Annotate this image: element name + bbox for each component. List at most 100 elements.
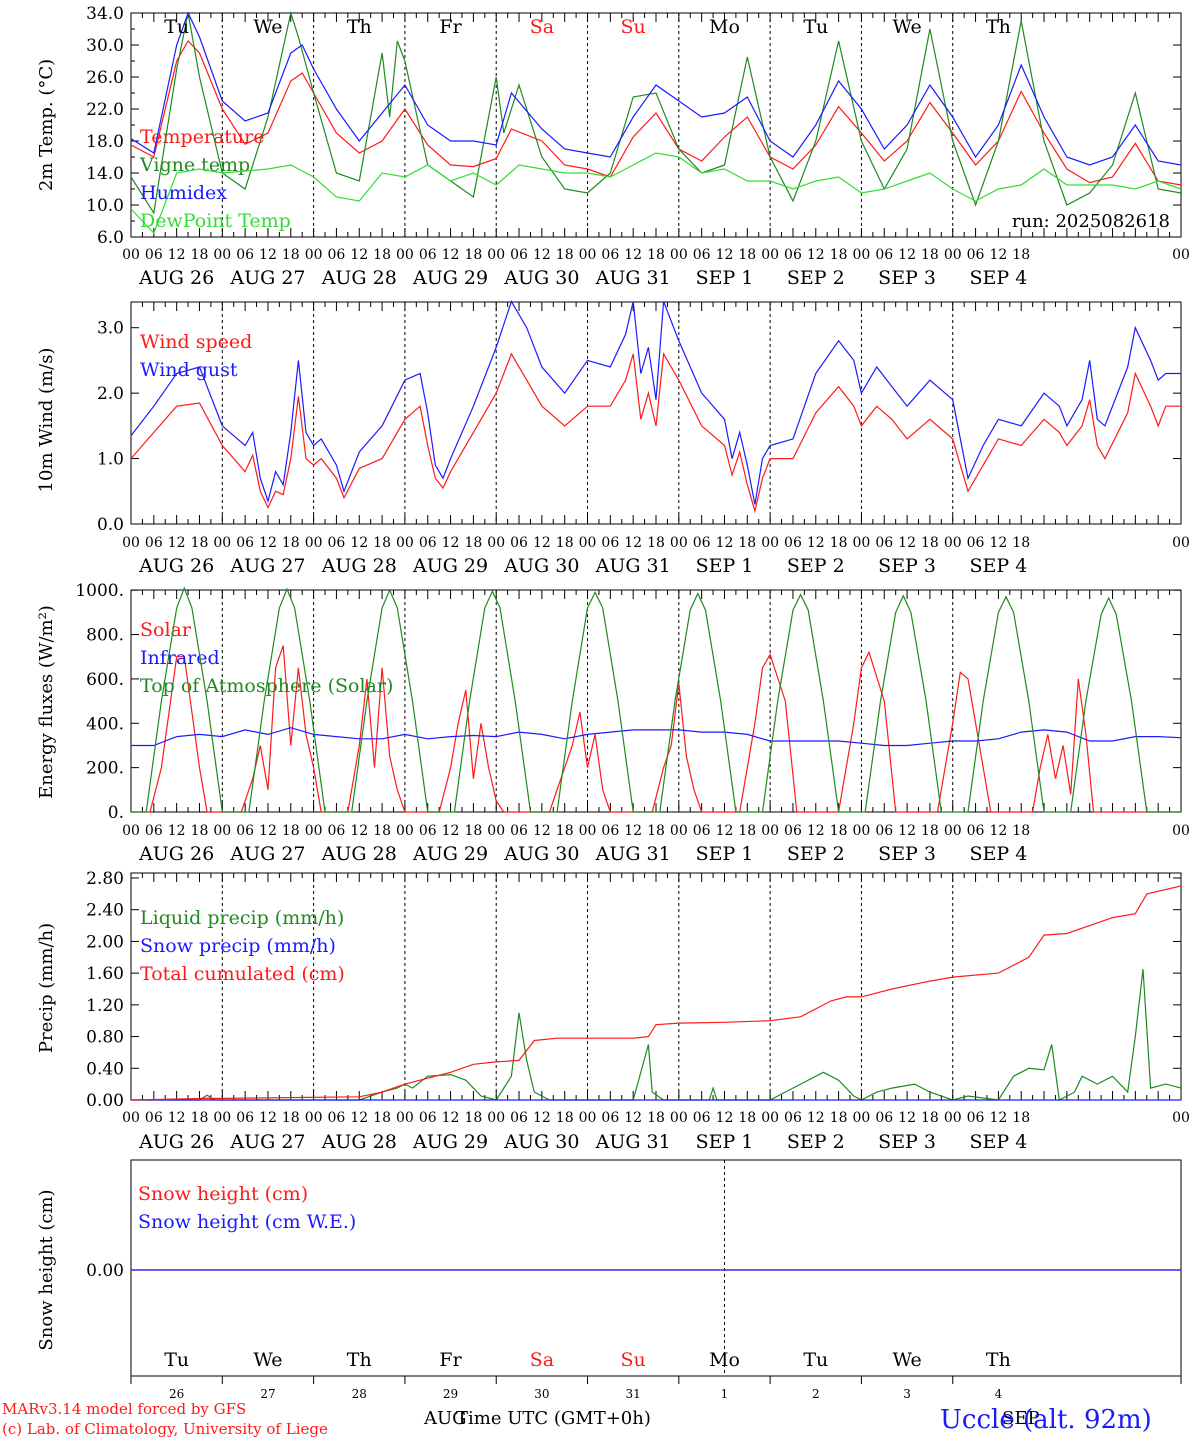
hour-tick-label: 00 [396, 823, 414, 839]
hour-tick-label: 00 [122, 247, 140, 263]
hour-tick-label: 12 [442, 823, 460, 839]
day-name-bottom: Sa [530, 1349, 554, 1371]
hour-tick-label: 00 [213, 535, 231, 551]
hour-tick-label: 06 [328, 823, 346, 839]
series-line-top-of-atmosphere-solar- [131, 586, 1181, 813]
plot-frame [130, 301, 1182, 525]
hour-tick-label: 12 [807, 247, 825, 263]
y-tick-label: 26.0 [86, 68, 124, 88]
day-name-top: Sa [530, 16, 554, 38]
hour-tick-label: 00 [944, 1110, 962, 1126]
y-axis-label: Snow height (cm) [36, 1189, 57, 1350]
hour-tick-label: 12 [624, 1110, 642, 1126]
y-tick-label: 34.0 [86, 4, 124, 24]
y-tick-label: 14.0 [86, 164, 124, 184]
y-tick-label: 2.40 [86, 901, 124, 921]
day-name-top: Tu [803, 16, 828, 38]
hour-tick-label: 18 [464, 1110, 482, 1126]
hour-tick-label: 06 [784, 823, 802, 839]
hour-tick-label: 18 [738, 535, 756, 551]
hour-tick-label: 18 [647, 1110, 665, 1126]
panel-4: 0.00 0.40 0.80 1.20 1.60 2.00 2.40 2.80 Precip (… [36, 869, 1190, 1153]
hour-tick-label: 18 [191, 823, 209, 839]
date-label: AUG 28 [321, 267, 397, 289]
hour-tick-label: 06 [510, 1110, 528, 1126]
date-label: SEP 4 [969, 267, 1027, 289]
day-number-label: 4 [995, 1387, 1003, 1401]
date-label: SEP 2 [787, 555, 845, 577]
hour-tick-label: 18 [373, 1110, 391, 1126]
hour-tick-label: 00 [122, 823, 140, 839]
hour-tick-label: 18 [830, 247, 848, 263]
hour-tick-label: 18 [373, 823, 391, 839]
date-label: AUG 30 [503, 843, 579, 865]
hour-tick-label: 18 [191, 535, 209, 551]
hour-tick-label: 12 [533, 247, 551, 263]
legend-entry: Snow precip (mm/h) [140, 935, 336, 957]
legend-entry: Snow height (cm W.E.) [138, 1211, 356, 1233]
run-annotation: run: 2025082618 [1012, 211, 1170, 232]
hour-tick-label: 06 [784, 1110, 802, 1126]
date-label: AUG 29 [412, 843, 488, 865]
hour-tick-label: 00 [761, 535, 779, 551]
hour-tick-label: 12 [624, 535, 642, 551]
legend-entry: Total cumulated (cm) [140, 963, 345, 985]
date-label: AUG 29 [412, 555, 488, 577]
hour-tick-label: 12 [716, 823, 734, 839]
y-tick-label: 400. [86, 714, 124, 734]
hour-tick-label: 06 [145, 247, 163, 263]
hour-tick-label: 12 [898, 1110, 916, 1126]
hour-tick-label: 06 [967, 823, 985, 839]
legend-entry: Liquid precip (mm/h) [140, 907, 344, 929]
hour-tick-label: 12 [350, 535, 368, 551]
hour-tick-label: 12 [898, 247, 916, 263]
date-label: AUG 29 [412, 267, 488, 289]
hour-tick-label: 18 [647, 247, 665, 263]
date-label: SEP 3 [878, 843, 936, 865]
hour-tick-label: 06 [510, 247, 528, 263]
hour-tick-label: 12 [442, 1110, 460, 1126]
hour-tick-label: 12 [807, 1110, 825, 1126]
date-label: SEP 1 [696, 843, 754, 865]
y-tick-label: 2.00 [86, 932, 124, 952]
station-label: Uccle (alt. 92m) [940, 1405, 1152, 1435]
y-axis-label: Energy fluxes (W/m²) [36, 605, 57, 799]
y-tick-label: 1.60 [86, 964, 124, 984]
hour-tick-label: 18 [556, 1110, 574, 1126]
hour-tick-label: 00 [579, 535, 597, 551]
legend-entry: Infrared [140, 647, 220, 669]
y-tick-label: 2.80 [86, 869, 124, 889]
hour-tick-label: 00 [579, 1110, 597, 1126]
date-label: AUG 26 [138, 1131, 214, 1153]
hour-tick-label: 12 [989, 823, 1007, 839]
y-tick-label: 1000. [75, 581, 124, 601]
hour-tick-label: 18 [373, 247, 391, 263]
hour-tick-label: 06 [236, 535, 254, 551]
legend-entry: Humidex [140, 182, 227, 204]
hour-tick-label: 06 [967, 535, 985, 551]
hour-tick-label: 18 [373, 535, 391, 551]
hour-tick-label: 00 [761, 1110, 779, 1126]
hour-tick-label: 12 [624, 247, 642, 263]
hour-tick-label: 12 [989, 247, 1007, 263]
hour-tick-label: 06 [145, 535, 163, 551]
y-tick-label: 0.40 [86, 1059, 124, 1079]
date-label: AUG 31 [595, 267, 671, 289]
legend-entry: Wind gust [140, 359, 238, 381]
day-name-bottom: Tu [803, 1349, 828, 1371]
hour-tick-label: 18 [738, 247, 756, 263]
date-label: AUG 30 [503, 1131, 579, 1153]
y-tick-label: 18.0 [86, 132, 124, 152]
panel-5: 0.00 Snow height (cm) Snow height (cm) Snow… [36, 1159, 1182, 1401]
hour-tick-label: 12 [168, 823, 186, 839]
hour-tick-label: 06 [875, 535, 893, 551]
y-axis-label: 10m Wind (m/s) [36, 348, 57, 493]
date-label: SEP 4 [969, 1131, 1027, 1153]
y-tick-label: 1.0 [97, 450, 124, 470]
hour-tick-label: 12 [716, 535, 734, 551]
date-label: AUG 26 [138, 555, 214, 577]
y-tick-label: 600. [86, 670, 124, 690]
date-label: SEP 3 [878, 267, 936, 289]
date-label: SEP 2 [787, 267, 845, 289]
series-line-humidex [130, 11, 1182, 166]
